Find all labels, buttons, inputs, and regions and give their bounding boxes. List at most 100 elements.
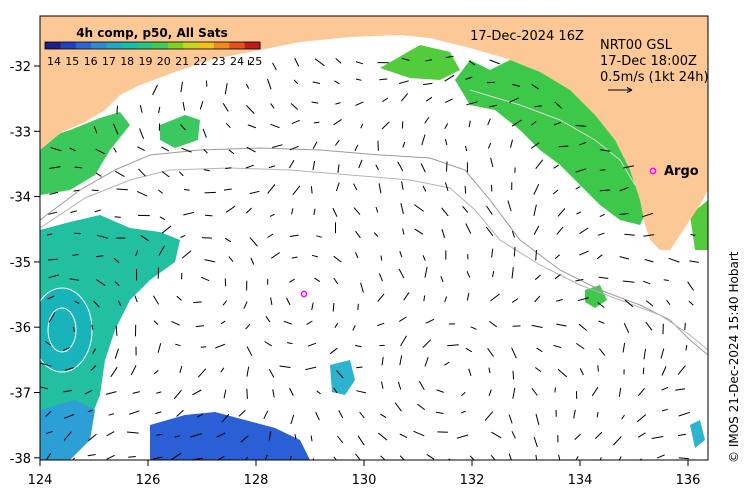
current-vector bbox=[512, 370, 515, 380]
current-vector bbox=[47, 233, 53, 236]
colorbar-swatch bbox=[213, 42, 230, 49]
current-vector bbox=[575, 278, 584, 282]
current-vector bbox=[489, 104, 498, 108]
product-line-3: 0.5m/s (1kt 24h) bbox=[600, 70, 709, 85]
current-vector bbox=[72, 457, 76, 460]
current-vector bbox=[402, 141, 406, 148]
current-vector bbox=[289, 145, 299, 151]
current-vector bbox=[45, 430, 53, 435]
current-vector bbox=[222, 103, 229, 112]
current-vector bbox=[224, 237, 232, 243]
current-vector bbox=[139, 128, 145, 139]
current-vector bbox=[47, 258, 58, 261]
current-vector bbox=[249, 237, 258, 247]
current-vector bbox=[46, 452, 52, 460]
current-vector bbox=[92, 348, 96, 354]
current-vector bbox=[332, 207, 338, 217]
current-vector bbox=[577, 297, 589, 302]
current-vector bbox=[622, 280, 635, 283]
current-vector bbox=[352, 325, 356, 331]
current-vector bbox=[436, 389, 444, 393]
current-vector bbox=[270, 103, 275, 109]
current-vector bbox=[265, 316, 271, 323]
sst-patch-southwest bbox=[40, 400, 95, 460]
current-vector bbox=[161, 171, 170, 178]
current-vector bbox=[399, 355, 403, 366]
current-vector bbox=[180, 124, 186, 131]
current-vector bbox=[293, 79, 299, 85]
current-vector bbox=[158, 245, 165, 256]
bathymetry-contour-2000m bbox=[40, 167, 708, 351]
sst-eddy-warm bbox=[40, 288, 92, 372]
current-vector bbox=[64, 367, 75, 371]
current-vector bbox=[444, 296, 448, 303]
current-vector bbox=[511, 230, 515, 238]
current-vector bbox=[399, 455, 405, 460]
current-vector bbox=[283, 320, 292, 325]
current-vector bbox=[110, 366, 118, 378]
current-vector bbox=[354, 144, 359, 152]
current-vector bbox=[263, 410, 269, 419]
current-vector bbox=[422, 339, 432, 348]
current-vector bbox=[72, 254, 79, 256]
current-vector bbox=[579, 368, 584, 376]
current-vector bbox=[403, 292, 410, 301]
current-vector bbox=[48, 312, 56, 323]
current-vector bbox=[289, 234, 299, 237]
current-vector bbox=[336, 370, 344, 379]
current-vector bbox=[555, 299, 563, 302]
current-vector bbox=[221, 413, 230, 423]
colorbar-swatch bbox=[106, 42, 123, 49]
current-vector bbox=[157, 343, 162, 353]
current-vector bbox=[553, 344, 562, 349]
current-vector bbox=[597, 365, 599, 372]
current-vector bbox=[597, 232, 605, 236]
current-vector bbox=[490, 454, 496, 460]
colorbar-tick-label: 21 bbox=[175, 55, 189, 68]
current-vector bbox=[535, 413, 540, 426]
current-vector bbox=[161, 146, 170, 152]
current-vector bbox=[622, 342, 626, 353]
sst-patch-coast-northeast bbox=[455, 55, 645, 225]
current-vector bbox=[618, 387, 622, 397]
current-vector bbox=[623, 165, 635, 169]
current-vector bbox=[398, 268, 405, 279]
current-vector bbox=[314, 58, 325, 67]
colorbar-swatch bbox=[244, 42, 261, 49]
current-vector bbox=[91, 324, 94, 330]
current-vector bbox=[161, 225, 172, 234]
current-vector bbox=[413, 430, 425, 437]
current-vector bbox=[675, 388, 686, 391]
current-vector bbox=[181, 250, 192, 259]
current-vector bbox=[90, 365, 97, 371]
current-vector bbox=[62, 347, 70, 352]
current-vector bbox=[228, 149, 235, 155]
current-vector bbox=[355, 78, 362, 81]
current-vector bbox=[623, 322, 630, 334]
current-vector bbox=[641, 212, 654, 218]
current-vector bbox=[195, 325, 204, 327]
current-vector bbox=[466, 292, 470, 301]
current-vector bbox=[113, 147, 117, 153]
current-vector bbox=[557, 208, 566, 217]
current-vector bbox=[139, 105, 143, 113]
current-vector bbox=[270, 123, 280, 129]
current-vector bbox=[575, 125, 587, 127]
current-vector bbox=[47, 295, 55, 300]
current-vector bbox=[289, 278, 295, 283]
current-vector bbox=[465, 76, 473, 80]
current-vector bbox=[533, 204, 537, 217]
current-vector bbox=[135, 249, 139, 257]
current-vector bbox=[375, 164, 379, 171]
current-vector bbox=[398, 80, 409, 84]
current-vector bbox=[488, 367, 491, 374]
current-vector bbox=[286, 297, 291, 306]
current-vector bbox=[687, 281, 695, 291]
current-vector bbox=[621, 414, 625, 420]
current-vector bbox=[534, 105, 542, 108]
colorbar: 4h comp, p50, All Sats 14 15 16 17 18 19 20 21 2… bbox=[44, 26, 262, 68]
current-vector bbox=[313, 121, 320, 124]
eddy-contour-inner bbox=[47, 307, 77, 353]
current-vector bbox=[619, 256, 630, 260]
current-vector bbox=[558, 145, 569, 148]
